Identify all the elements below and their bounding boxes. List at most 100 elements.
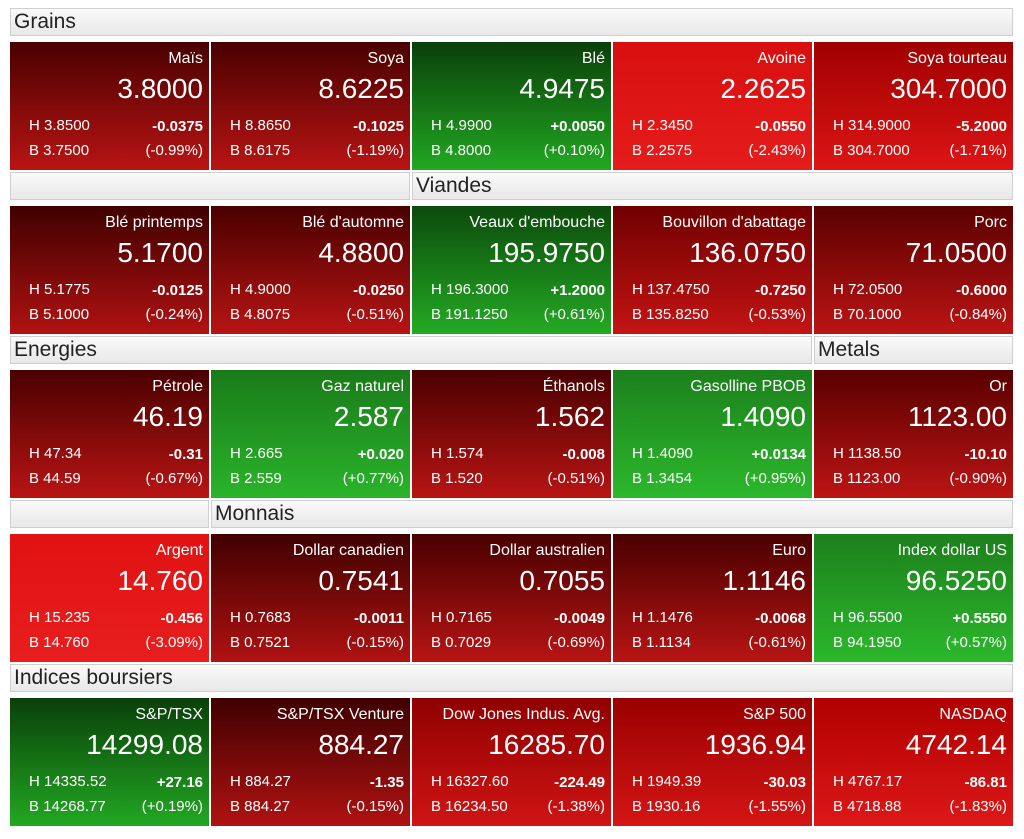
quote-price: 4.9475 — [519, 73, 605, 104]
section-header: Viandes — [412, 172, 1013, 200]
quote-change: +27.16 — [156, 774, 203, 791]
quote-price: 8.6225 — [318, 73, 404, 104]
quote-price: 4742.14 — [905, 729, 1007, 760]
quote-name: Euro — [772, 542, 806, 559]
quote-high: H 16327.60 — [431, 773, 509, 790]
quote-high: H 15.235 — [29, 609, 90, 626]
quote-name: Blé printemps — [105, 214, 203, 231]
quote-change: -224.49 — [554, 774, 605, 791]
quote-change: -5.2000 — [956, 118, 1007, 135]
quote-low: B 1930.16 — [632, 798, 701, 815]
quote-high: H 72.0500 — [833, 281, 903, 298]
quote-name: Avoine — [757, 50, 806, 67]
quote-high: H 1.574 — [431, 445, 484, 462]
quote-low: B 4.8075 — [230, 306, 291, 323]
quote-tile: Dow Jones Indus. Avg. 16285.70 H 16327.60 -… — [412, 698, 611, 826]
quote-low: B 4718.88 — [833, 798, 902, 815]
quote-percent: (+0.57%) — [945, 634, 1007, 651]
quote-low: B 4.8000 — [431, 142, 492, 159]
quote-percent: (-0.51%) — [547, 470, 605, 487]
quote-percent: (-1.38%) — [547, 798, 605, 815]
quote-percent: (-0.67%) — [145, 470, 203, 487]
quote-price: 2.587 — [333, 401, 404, 432]
quote-change: +0.020 — [357, 446, 404, 463]
quote-price: 4.8800 — [318, 237, 404, 268]
quote-name: Blé d'automne — [302, 214, 404, 231]
quote-tile: Gasolline PBOB 1.4090 H 1.4090 +0.0134 B 1.3… — [613, 370, 812, 498]
quote-tile: Dollar canadien 0.7541 H 0.7683 -0.0011 B 0.… — [211, 534, 410, 662]
quote-price: 14.760 — [117, 565, 203, 596]
quote-name: S&P/TSX Venture — [276, 706, 404, 723]
quote-percent: (-0.24%) — [145, 306, 203, 323]
quote-percent: (-0.69%) — [547, 634, 605, 651]
quote-price: 1123.00 — [907, 401, 1007, 432]
quote-high: H 2.3450 — [632, 117, 693, 134]
quote-low: B 1.3454 — [632, 470, 693, 487]
quote-high: H 47.34 — [29, 445, 82, 462]
quote-change: -0.456 — [160, 610, 203, 627]
quote-tile: S&P/TSX 14299.08 H 14335.52 +27.16 B 14268.7… — [10, 698, 209, 826]
quote-change: -0.31 — [168, 446, 203, 463]
quote-percent: (-1.71%) — [949, 142, 1007, 159]
quote-name: Argent — [155, 542, 203, 559]
quote-price: 0.7055 — [519, 565, 605, 596]
quote-high: H 196.3000 — [431, 281, 509, 298]
quote-name: Blé — [581, 50, 605, 67]
quote-tile: S&P 500 1936.94 H 1949.39 -30.03 B 1930.16 (-… — [613, 698, 812, 826]
quote-high: H 0.7683 — [230, 609, 291, 626]
quote-change: +1.2000 — [550, 282, 605, 299]
quote-tile: Avoine 2.2625 H 2.3450 -0.0550 B 2.2575 (-2.4… — [613, 42, 812, 170]
header-empty — [10, 500, 209, 528]
quote-tile: Maïs 3.8000 H 3.8500 -0.0375 B 3.7500 (-0.99%… — [10, 42, 209, 170]
quote-tile: Soya tourteau 304.7000 H 314.9000 -5.2000 B … — [814, 42, 1013, 170]
quote-price: 96.5250 — [905, 565, 1007, 596]
quote-price: 1.4090 — [720, 401, 806, 432]
quote-change: -0.1025 — [353, 118, 404, 135]
quote-percent: (+0.77%) — [342, 470, 404, 487]
header-empty — [10, 172, 410, 200]
quote-low: B 8.6175 — [230, 142, 291, 159]
quote-high: H 96.5500 — [833, 609, 903, 626]
quote-price: 2.2625 — [720, 73, 806, 104]
quote-price: 1.562 — [534, 401, 605, 432]
quote-tile: Gaz naturel 2.587 H 2.665 +0.020 B 2.559 (+0.… — [211, 370, 410, 498]
quote-percent: (-0.61%) — [748, 634, 806, 651]
quote-tile: Dollar australien 0.7055 H 0.7165 -0.0049 B … — [412, 534, 611, 662]
quote-low: B 1.520 — [431, 470, 483, 487]
quote-percent: (-3.09%) — [145, 634, 203, 651]
quote-low: B 884.27 — [230, 798, 291, 815]
quote-percent: (-0.51%) — [346, 306, 404, 323]
quote-name: Gaz naturel — [321, 378, 404, 395]
quote-price: 14299.08 — [86, 729, 203, 760]
quote-percent: (+0.61%) — [543, 306, 605, 323]
quote-high: H 14335.52 — [29, 773, 107, 790]
quote-change: -0.0011 — [353, 610, 404, 627]
quote-name: Veaux d'embouche — [469, 214, 605, 231]
quote-tile: NASDAQ 4742.14 H 4767.17 -86.81 B 4718.88 (-1… — [814, 698, 1013, 826]
quote-price: 1.1146 — [722, 565, 806, 596]
quote-name: Index dollar US — [897, 542, 1007, 559]
quote-price: 0.7541 — [318, 565, 404, 596]
quote-percent: (-0.15%) — [346, 798, 404, 815]
quote-price: 71.0500 — [905, 237, 1007, 268]
quote-name: NASDAQ — [939, 706, 1007, 723]
quote-high: H 1949.39 — [632, 773, 702, 790]
quote-change: -0.7250 — [755, 282, 806, 299]
quote-price: 46.19 — [132, 401, 203, 432]
quote-tile: Blé printemps 5.1700 H 5.1775 -0.0125 B 5.10… — [10, 206, 209, 334]
quote-percent: (-0.99%) — [145, 142, 203, 159]
quote-name: Or — [989, 378, 1007, 395]
quote-high: H 0.7165 — [431, 609, 492, 626]
quote-name: Porc — [974, 214, 1007, 231]
quote-low: B 191.1250 — [431, 306, 508, 323]
quote-percent: (+0.95%) — [744, 470, 806, 487]
quote-change: -86.81 — [964, 774, 1007, 791]
quote-low: B 1123.00 — [833, 470, 901, 487]
quote-price: 136.0750 — [689, 237, 806, 268]
quote-percent: (-0.15%) — [346, 634, 404, 651]
quote-high: H 3.8500 — [29, 117, 90, 134]
quote-tile: S&P/TSX Venture 884.27 H 884.27 -1.35 B 884.… — [211, 698, 410, 826]
quote-change: -0.0375 — [152, 118, 203, 135]
quote-tile: Argent 14.760 H 15.235 -0.456 B 14.760 (-3.09… — [10, 534, 209, 662]
section-header: Grains — [10, 8, 1013, 36]
